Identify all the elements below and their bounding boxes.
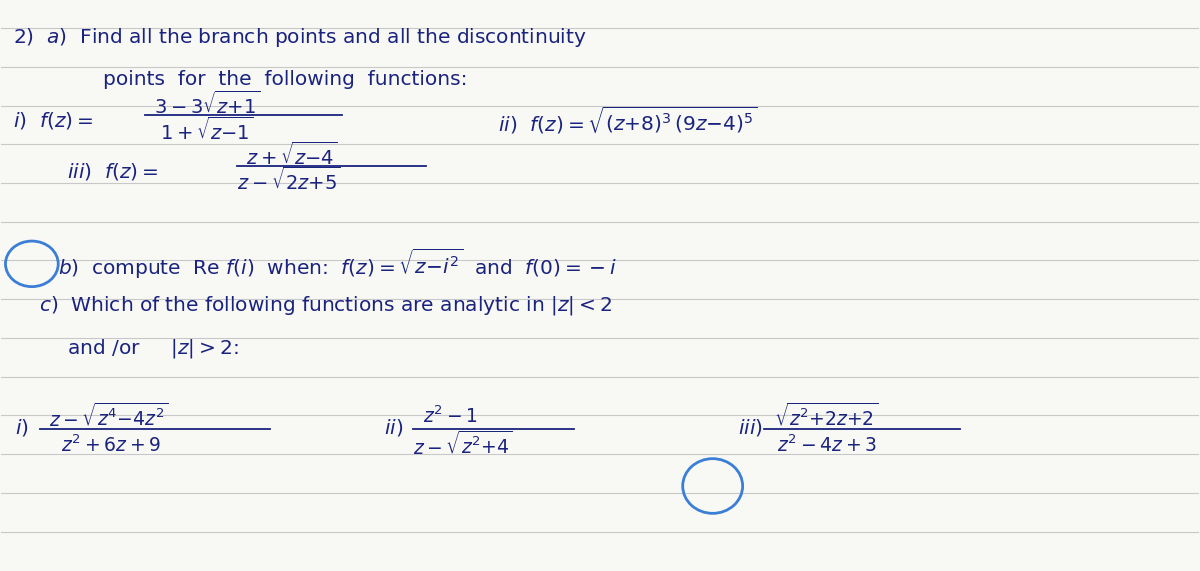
Text: $\it{ii)}$  $f(z) = \sqrt{(z{+}8)^3\,(9z{-}4)^5}$: $\it{ii)}$ $f(z) = \sqrt{(z{+}8)^3\,(9z{… [498, 104, 757, 136]
Text: $z^2 - 1$: $z^2 - 1$ [422, 406, 478, 427]
Text: $\it{b)}$  compute  Re $f(i)$  when:  $f(z) = \sqrt{z{-}i^2}$  and  $f(0) = -i$: $\it{b)}$ compute Re $f(i)$ when: $f(z) … [59, 247, 618, 281]
Text: $\sqrt{z^2{+}2z{+}2}$: $\sqrt{z^2{+}2z{+}2}$ [774, 403, 878, 430]
Text: $z^2 - 4z + 3$: $z^2 - 4z + 3$ [778, 434, 877, 456]
Text: $z - \sqrt{z^4{-}4z^2}$: $z - \sqrt{z^4{-}4z^2}$ [49, 403, 168, 431]
Text: $\it{iii)}$  $f(z) =$: $\it{iii)}$ $f(z) =$ [67, 161, 158, 182]
Text: $\it{2)}$  $\it{a)}$  Find all the branch points and all the discontinuity: $\it{2)}$ $\it{a)}$ Find all the branch … [13, 26, 587, 49]
Text: $z - \sqrt{z^2{+}4}$: $z - \sqrt{z^2{+}4}$ [413, 431, 512, 459]
Text: $3 - 3\sqrt{z{+}1}$: $3 - 3\sqrt{z{+}1}$ [154, 91, 260, 118]
Text: $z + \sqrt{z{-}4}$: $z + \sqrt{z{-}4}$ [246, 142, 338, 169]
Text: $\it{iii)}$: $\it{iii)}$ [738, 417, 763, 439]
Text: and $/$or     $|z| > 2$:: and $/$or $|z| > 2$: [67, 337, 239, 360]
Text: points  for  the  following  functions:: points for the following functions: [102, 70, 467, 89]
Text: $1 + \sqrt{z{-}1}$: $1 + \sqrt{z{-}1}$ [160, 117, 253, 144]
Text: $\it{ii)}$: $\it{ii)}$ [384, 417, 403, 439]
Text: $z^2 + 6z + 9$: $z^2 + 6z + 9$ [61, 434, 161, 456]
Text: $\it{i)}$  $f(z) =$: $\it{i)}$ $f(z) =$ [13, 110, 92, 131]
Text: $\it{i)}$: $\it{i)}$ [16, 417, 29, 439]
Text: $z - \sqrt{2z{+}5}$: $z - \sqrt{2z{+}5}$ [236, 167, 341, 194]
Text: $\it{c)}$  Which of the following functions are analytic in $|z| < 2$: $\it{c)}$ Which of the following functio… [40, 294, 612, 317]
